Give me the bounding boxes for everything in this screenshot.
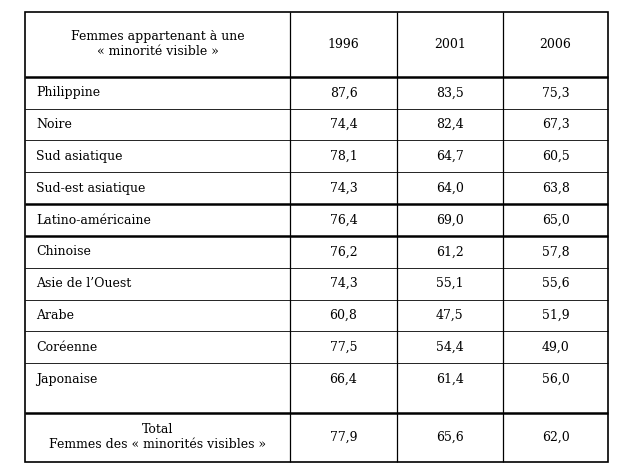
Text: 57,8: 57,8 [542,245,570,259]
Text: 62,0: 62,0 [542,431,570,444]
Text: 78,1: 78,1 [329,150,358,163]
Text: Femmes appartenant à une
« minorité visible »: Femmes appartenant à une « minorité visi… [71,30,245,58]
Text: 2001: 2001 [434,38,466,51]
Text: Sud-est asiatique: Sud-est asiatique [36,182,145,195]
Text: 74,3: 74,3 [329,277,358,290]
Text: 2006: 2006 [540,38,572,51]
Text: 77,5: 77,5 [329,341,358,354]
Text: 65,6: 65,6 [436,431,464,444]
Text: 74,4: 74,4 [329,118,358,131]
Text: 67,3: 67,3 [542,118,570,131]
Text: Total
Femmes des « minorités visibles »: Total Femmes des « minorités visibles » [49,423,266,452]
Text: Coréenne: Coréenne [36,341,97,354]
Text: 1996: 1996 [328,38,359,51]
Text: 55,6: 55,6 [542,277,570,290]
Text: 69,0: 69,0 [436,213,464,227]
Text: 60,5: 60,5 [542,150,570,163]
Text: 74,3: 74,3 [329,182,358,195]
Text: 77,9: 77,9 [329,431,358,444]
Text: Philippine: Philippine [36,86,100,99]
Text: Chinoise: Chinoise [36,245,91,259]
Text: Sud asiatique: Sud asiatique [36,150,123,163]
Text: 76,2: 76,2 [329,245,358,259]
Text: Japonaise: Japonaise [36,373,97,386]
Text: 61,2: 61,2 [436,245,464,259]
Text: 56,0: 56,0 [542,373,570,386]
Text: Asie de l’Ouest: Asie de l’Ouest [36,277,132,290]
Text: 55,1: 55,1 [436,277,464,290]
Text: 87,6: 87,6 [329,86,358,99]
Text: 64,0: 64,0 [436,182,464,195]
Text: 51,9: 51,9 [542,309,570,322]
Text: 75,3: 75,3 [542,86,570,99]
Text: 66,4: 66,4 [329,373,358,386]
Text: 60,8: 60,8 [329,309,358,322]
Text: 65,0: 65,0 [542,213,570,227]
Text: 47,5: 47,5 [436,309,464,322]
Text: 61,4: 61,4 [436,373,464,386]
Text: Noire: Noire [36,118,72,131]
Text: Arabe: Arabe [36,309,74,322]
Text: 83,5: 83,5 [436,86,464,99]
Text: 82,4: 82,4 [436,118,464,131]
Text: 49,0: 49,0 [542,341,570,354]
Text: 54,4: 54,4 [436,341,464,354]
Text: 64,7: 64,7 [436,150,464,163]
Text: 63,8: 63,8 [542,182,570,195]
Text: Latino-américaine: Latino-américaine [36,213,151,227]
Text: 76,4: 76,4 [329,213,358,227]
